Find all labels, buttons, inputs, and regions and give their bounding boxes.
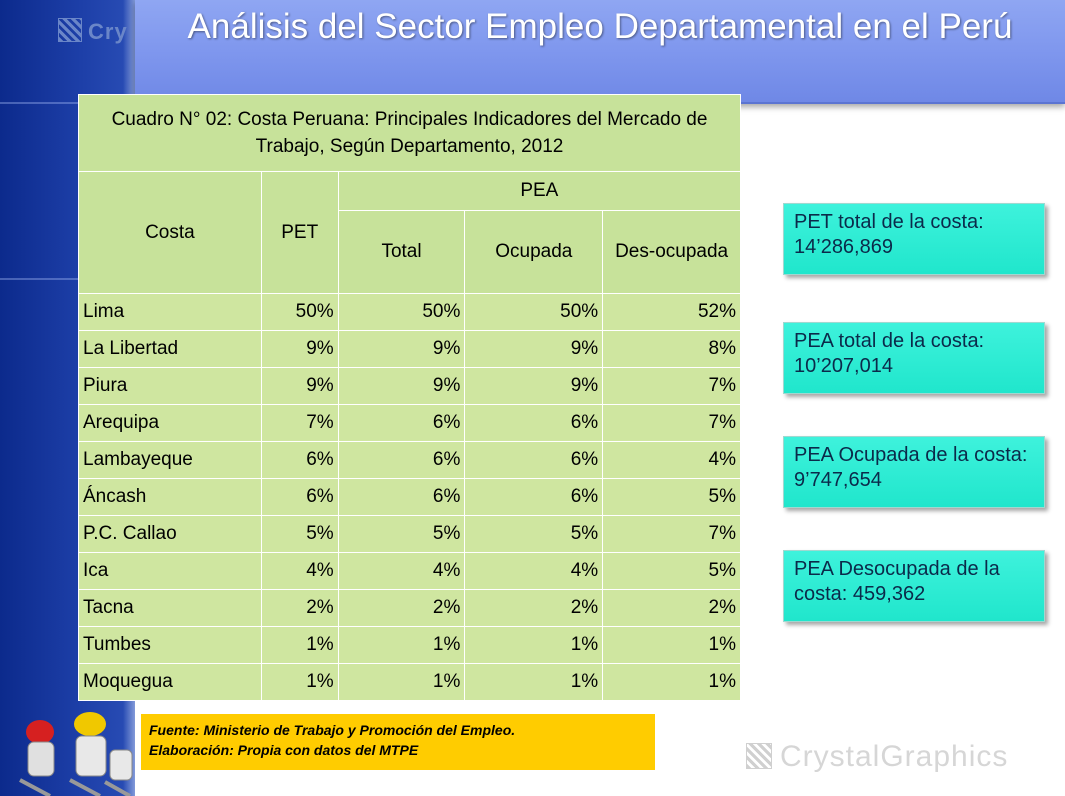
row-department: Lambayeque [78,441,262,479]
cell-pet: 9% [260,367,339,405]
table-row: Tacna 2% 2% 2% 2% [78,589,741,627]
table-row: Lima 50% 50% 50% 52% [78,293,741,331]
table-row: Tumbes 1% 1% 1% 1% [78,626,741,664]
cell-pet: 5% [260,515,339,553]
source-line-2: Elaboración: Propia con datos del MTPE [149,742,419,758]
cell-pea-total: 6% [337,441,466,479]
row-department: Moquegua [78,663,262,701]
table-row: Áncash 6% 6% 6% 5% [78,478,741,516]
row-department: Piura [78,367,262,405]
cell-pet: 2% [260,589,339,627]
cell-pet: 1% [260,663,339,701]
logo-text: Cry [88,19,128,44]
cell-pea-desocupada: 1% [602,626,741,664]
source-line-1: Fuente: Ministerio de Trabajo y Promoció… [149,722,516,738]
cell-pea-total: 4% [337,552,466,590]
cell-pea-ocupada: 2% [464,589,604,627]
cell-pet: 6% [260,441,339,479]
cell-pet: 9% [260,330,339,368]
cell-pea-desocupada: 4% [602,441,741,479]
cell-pea-ocupada: 9% [464,367,604,405]
cell-pet: 7% [260,404,339,442]
table-row: Ica 4% 4% 4% 5% [78,552,741,590]
crystalgraphics-watermark: CrystalGraphics [746,740,1008,774]
table-row: Piura 9% 9% 9% 7% [78,367,741,405]
cell-pea-ocupada: 1% [464,626,604,664]
pea-total-text: PEA total de la costa: 10’207,014 [794,330,985,377]
cell-pea-ocupada: 1% [464,663,604,701]
slide-title: Análisis del Sector Empleo Departamental… [187,7,1013,46]
cell-pea-total: 1% [337,626,466,664]
cell-pea-total: 2% [337,589,466,627]
cell-pea-desocupada: 7% [602,367,741,405]
cell-pea-total: 9% [337,330,466,368]
row-department: Tacna [78,589,262,627]
table-caption: Cuadro N° 02: Costa Peruana: Principales… [78,94,741,172]
table-row: Arequipa 7% 6% 6% 7% [78,404,741,442]
logo-mark-icon [58,18,82,42]
header-pea: PEA [337,171,742,211]
cell-pea-desocupada: 7% [602,515,741,553]
cell-pea-total: 1% [337,663,466,701]
cell-pea-ocupada: 5% [464,515,604,553]
cell-pea-desocupada: 1% [602,663,741,701]
header-total: Total [337,210,466,294]
row-department: Áncash [78,478,262,516]
cell-pea-total: 9% [337,367,466,405]
cell-pet: 50% [260,293,339,331]
crystalgraphics-logo-top: Cry [58,18,128,45]
pea-ocupada-text: PEA Ocupada de la costa: 9’747,654 [794,444,1028,491]
band-stripe [0,102,135,104]
cell-pea-desocupada: 5% [602,478,741,516]
cell-pea-total: 6% [337,478,466,516]
pea-ocupada-box: PEA Ocupada de la costa: 9’747,654 [783,436,1045,508]
red-figure-head [26,720,54,744]
cell-pea-desocupada: 7% [602,404,741,442]
people-figures-illustration [19,712,133,796]
watermark-mark-icon [746,743,772,769]
row-department: P.C. Callao [78,515,262,553]
row-department: Lima [78,293,262,331]
cell-pea-desocupada: 52% [602,293,741,331]
row-department: Arequipa [78,404,262,442]
band-stripe [0,278,135,280]
cell-pea-ocupada: 9% [464,330,604,368]
table-body: Lima 50% 50% 50% 52% La Libertad 9% 9% 9% 8% Piura… [78,293,741,701]
cell-pea-ocupada: 50% [464,293,604,331]
cell-pea-ocupada: 4% [464,552,604,590]
pea-desocupada-box: PEA Desocupada de la costa: 459,362 [783,550,1045,622]
header-ocupada: Ocupada [464,210,604,294]
source-note: Fuente: Ministerio de Trabajo y Promoció… [141,714,655,770]
table-row: Lambayeque 6% 6% 6% 4% [78,441,741,479]
header-pet: PET [260,171,339,294]
cell-pea-total: 50% [337,293,466,331]
pet-total-text: PET total de la costa: 14’286,869 [794,211,984,258]
watermark-text: CrystalGraphics [780,740,1009,773]
pea-total-box: PEA total de la costa: 10’207,014 [783,322,1045,394]
cell-pea-ocupada: 6% [464,478,604,516]
row-department: Ica [78,552,262,590]
cell-pea-desocupada: 8% [602,330,741,368]
cell-pea-total: 5% [337,515,466,553]
table-row: La Libertad 9% 9% 9% 8% [78,330,741,368]
pet-total-box: PET total de la costa: 14’286,869 [783,203,1045,275]
cell-pea-total: 6% [337,404,466,442]
table-row: P.C. Callao 5% 5% 5% 7% [78,515,741,553]
pea-desocupada-text: PEA Desocupada de la costa: 459,362 [794,558,1000,605]
cell-pea-ocupada: 6% [464,404,604,442]
cell-pet: 1% [260,626,339,664]
row-department: La Libertad [78,330,262,368]
cell-pea-ocupada: 6% [464,441,604,479]
cell-pet: 6% [260,478,339,516]
yellow-figure-head [74,712,106,736]
header-costa: Costa [78,171,262,294]
cell-pet: 4% [260,552,339,590]
cell-pea-desocupada: 5% [602,552,741,590]
cell-pea-desocupada: 2% [602,589,741,627]
header-desocupada: Des-ocupada [602,210,741,294]
employment-table: Cuadro N° 02: Costa Peruana: Principales… [78,94,742,701]
table-row: Moquegua 1% 1% 1% 1% [78,663,741,701]
row-department: Tumbes [78,626,262,664]
